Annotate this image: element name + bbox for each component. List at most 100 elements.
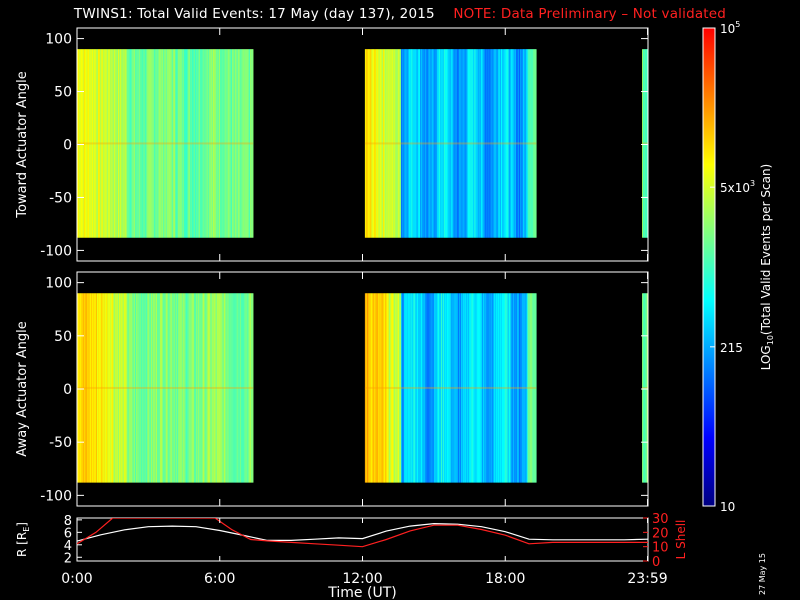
heatmap-cell	[409, 49, 411, 238]
heatmap-cell	[441, 49, 443, 238]
heatmap-cell	[96, 293, 99, 483]
heatmap-cell	[155, 49, 157, 238]
heatmap-cell	[208, 293, 210, 483]
heatmap-cell	[453, 49, 455, 238]
heatmap-cell	[250, 293, 252, 483]
heatmap-cell	[530, 293, 532, 483]
heatmap-cell	[153, 293, 155, 483]
heatmap-cell	[418, 293, 420, 483]
heatmap-cell	[214, 293, 217, 483]
heatmap-cell	[487, 293, 489, 483]
heatmap-cell	[460, 49, 462, 238]
heatmap-cell	[104, 49, 106, 238]
heatmap-cell	[108, 49, 110, 238]
heatmap-cell	[191, 293, 193, 483]
heatmap-cell	[125, 49, 127, 238]
heatmap-cell	[236, 49, 239, 238]
heatmap-cell	[390, 49, 392, 238]
heatmap-cell	[515, 49, 517, 238]
heatmap-cell	[218, 49, 221, 238]
heatmap-cell	[98, 49, 101, 238]
heatmap-cell	[211, 293, 213, 483]
heatmap-cell	[183, 49, 185, 238]
heatmap-cell	[245, 49, 247, 238]
heatmap-cell	[118, 49, 121, 238]
heatmap-cell	[480, 49, 483, 238]
heatmap-cell	[195, 293, 197, 483]
colorbar-tick-label: 105	[720, 20, 740, 36]
heatmap-cell	[135, 293, 137, 483]
heatmap-cell	[117, 49, 120, 238]
heatmap-cell	[207, 49, 209, 238]
heatmap-cell	[410, 293, 412, 483]
heatmap-cell	[469, 293, 471, 483]
heatmap-cell	[469, 49, 471, 238]
heatmap-cell	[145, 49, 147, 238]
heatmap-cell	[364, 49, 367, 238]
colorbar-tick-label: 10	[720, 500, 735, 514]
heatmap-cell	[426, 49, 429, 238]
heatmap-cell	[89, 49, 91, 238]
heatmap-cell	[519, 49, 521, 238]
heatmap-cell	[432, 293, 434, 483]
y-tick-label: 2	[64, 551, 72, 566]
heatmap-cell	[441, 49, 444, 238]
heatmap-cell	[147, 49, 149, 238]
heatmap-cell	[464, 293, 467, 483]
y-tick-label: 50	[54, 329, 72, 345]
heatmap-cell	[403, 49, 406, 238]
heatmap-cell	[500, 49, 503, 238]
heatmap-cell	[447, 49, 450, 238]
heatmap-cell	[642, 293, 644, 483]
heatmap-cell	[135, 49, 137, 238]
heatmap-cell	[100, 49, 103, 238]
heatmap-cell	[366, 293, 369, 483]
heatmap-cell	[225, 49, 227, 238]
heatmap-cell	[416, 293, 418, 483]
heatmap-cell	[445, 49, 448, 238]
heatmap-cell	[394, 293, 396, 483]
heatmap-cell	[78, 49, 81, 238]
heatmap-cell	[174, 293, 176, 483]
heatmap-cell	[413, 293, 415, 483]
heatmap-cell	[247, 293, 249, 483]
heatmap-cell	[82, 49, 85, 238]
heatmap-cell	[150, 293, 152, 483]
heatmap-cell	[370, 49, 372, 238]
heatmap-cell	[461, 49, 463, 238]
heatmap-cell	[427, 293, 430, 483]
heatmap-cell	[170, 293, 172, 483]
heatmap-cell	[425, 49, 428, 238]
heatmap-cell	[239, 293, 242, 483]
heatmap-cell	[216, 49, 219, 238]
heatmap-cell	[462, 293, 465, 483]
heatmap-cell	[182, 49, 184, 238]
heatmap-cell	[79, 49, 82, 238]
heatmap-cell	[111, 293, 113, 483]
heatmap-cell	[214, 49, 217, 238]
heatmap-cell	[203, 49, 205, 238]
heatmap-cell	[401, 49, 404, 238]
heatmap-cell	[531, 49, 533, 238]
heatmap-cell	[180, 49, 183, 238]
heatmap-cell	[434, 293, 436, 483]
heatmap-cell	[393, 293, 395, 483]
heatmap-cell	[205, 293, 207, 483]
heatmap-cell	[229, 293, 231, 483]
heatmap-cell	[155, 293, 158, 483]
heatmap-cell	[144, 49, 146, 238]
heatmap-cell	[379, 49, 381, 238]
heatmap-cell	[381, 49, 383, 238]
heatmap-cell	[463, 49, 466, 238]
heatmap-cell	[162, 293, 164, 483]
heatmap-cell	[423, 293, 426, 483]
heatmap-cell	[127, 49, 129, 238]
y-right-tick-label: 20	[652, 526, 669, 541]
radius-series-line	[77, 522, 648, 542]
heatmap-cell	[238, 293, 241, 483]
heatmap-cell	[389, 49, 391, 238]
heatmap-cell	[208, 49, 210, 238]
heatmap-cell	[375, 293, 377, 483]
x-tick-label: 12:00	[342, 571, 382, 587]
heatmap-cell	[383, 293, 386, 483]
